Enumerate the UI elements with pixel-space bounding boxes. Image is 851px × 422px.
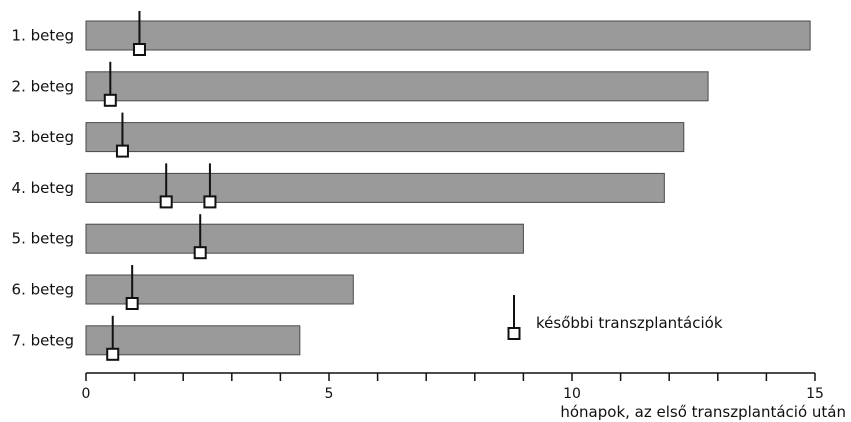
x-axis-title: hónapok, az első transzplantáció után [560,403,846,421]
bar [85,122,685,153]
x-tick-label: 0 [82,386,91,402]
markers-layer [103,11,217,361]
legend: későbbi transzplantációk [507,295,723,340]
marker-box [193,246,207,260]
transplant-marker [125,265,139,310]
row-label: 3. beteg [12,128,74,146]
marker-box [203,195,217,209]
marker-box [159,195,173,209]
transplant-marker [193,214,207,260]
bars-layer: 1. beteg 2. beteg 3. beteg 4. beteg 5. beteg… [12,20,811,356]
row-label: 5. beteg [12,230,74,248]
bar [85,172,665,203]
bar [85,20,811,51]
row-label: 1. beteg [12,27,74,45]
row-label: 2. beteg [12,77,74,95]
transplant-marker [159,163,173,209]
x-tick-label: 10 [563,386,581,402]
bar [85,71,709,102]
row-label: 6. beteg [12,281,74,299]
transplant-marker [103,61,117,107]
x-axis: 0 5 10 15 [82,372,824,402]
legend-label: későbbi transzplantációk [536,314,723,332]
transplant-marker [115,112,129,158]
marker-box [132,43,146,56]
row-label: 7. beteg [12,331,74,349]
row-label: 4. beteg [12,179,74,197]
marker-box [103,93,117,107]
transplant-marker [132,11,146,56]
bar [85,223,524,254]
marker-box [125,297,139,310]
transplant-marker [203,163,217,209]
marker-box [115,144,129,158]
x-tick-label: 15 [806,386,824,402]
x-tick-label: 5 [325,386,334,402]
transplant-marker [106,315,120,361]
bar [85,325,301,356]
legend-marker-box [507,327,521,340]
marker-box [106,347,120,361]
